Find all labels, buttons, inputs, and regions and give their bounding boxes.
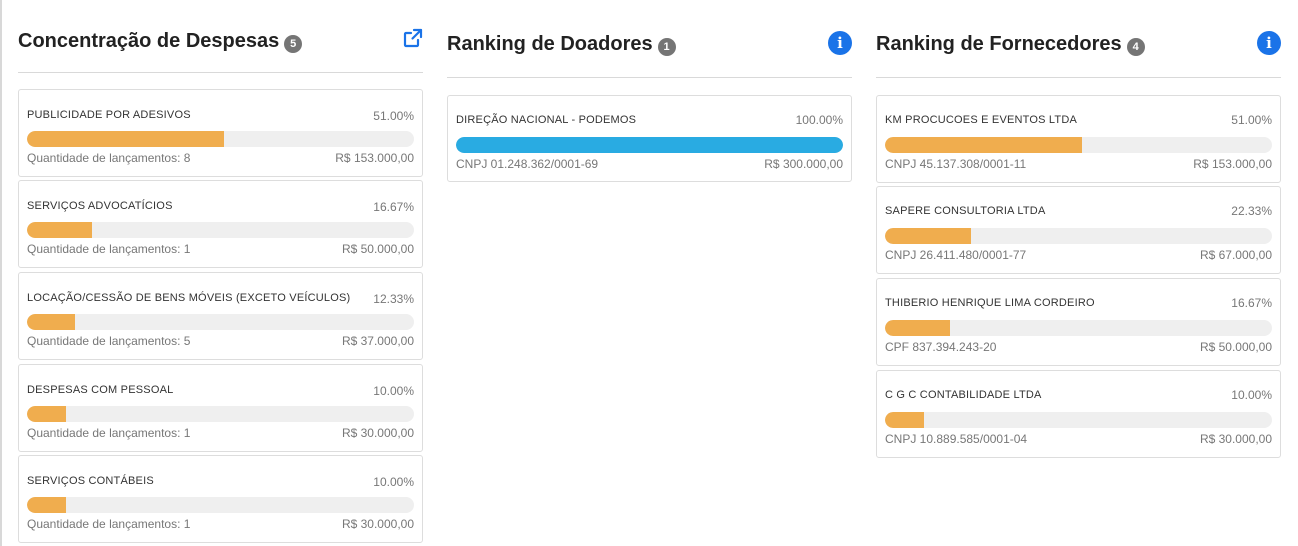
item-percent: 10.00% xyxy=(373,384,414,398)
fornecedores-title: Ranking de Fornecedores xyxy=(876,33,1122,55)
progress-bar-fill xyxy=(885,320,950,336)
doadores-title-wrap: Ranking de Doadores 1 xyxy=(447,33,676,56)
item-value: R$ 37.000,00 xyxy=(341,334,414,348)
item-percent: 12.33% xyxy=(373,292,414,306)
progress-bar-track xyxy=(27,131,414,147)
progress-bar-track xyxy=(27,497,414,513)
list-item[interactable]: DESPESAS COM PESSOAL 10.00% Quantidade de … xyxy=(18,364,423,452)
list-item[interactable]: SAPERE CONSULTORIA LTDA 22.33% CNPJ 26.411… xyxy=(876,186,1281,274)
progress-bar-fill xyxy=(456,137,843,153)
item-name: DESPESAS COM PESSOAL xyxy=(27,384,174,396)
doadores-title: Ranking de Doadores xyxy=(447,33,653,55)
list-item[interactable]: KM PROCUCOES E EVENTOS LTDA 51.00% CNPJ 45… xyxy=(876,95,1281,183)
progress-bar-fill xyxy=(27,222,92,238)
despesas-title-wrap: Concentração de Despesas 5 xyxy=(18,30,303,53)
item-name: SAPERE CONSULTORIA LTDA xyxy=(885,205,1046,217)
item-percent: 51.00% xyxy=(1231,113,1272,127)
item-percent: 10.00% xyxy=(1231,388,1272,402)
item-subtitle: Quantidade de lançamentos: 8 xyxy=(27,151,191,165)
progress-bar-track xyxy=(885,137,1272,153)
item-name: LOCAÇÃO/CESSÃO DE BENS MÓVEIS (EXCETO VE… xyxy=(27,292,351,304)
item-name: DIREÇÃO NACIONAL - PODEMOS xyxy=(456,114,637,126)
list-item[interactable]: C G C CONTABILIDADE LTDA 10.00% CNPJ 10.88… xyxy=(876,370,1281,458)
progress-bar-fill xyxy=(27,497,66,513)
item-percent: 16.67% xyxy=(1231,296,1272,310)
list-item[interactable]: SERVIÇOS ADVOCATÍCIOS 16.67% Quantidade de… xyxy=(18,180,423,268)
item-name: SERVIÇOS CONTÁBEIS xyxy=(27,475,154,487)
item-subtitle: Quantidade de lançamentos: 1 xyxy=(27,426,191,440)
list-item[interactable]: THIBERIO HENRIQUE LIMA CORDEIRO 16.67% CPF… xyxy=(876,278,1281,366)
list-item[interactable]: LOCAÇÃO/CESSÃO DE BENS MÓVEIS (EXCETO VE… xyxy=(18,272,423,360)
progress-bar-track xyxy=(456,137,843,153)
doadores-count-badge: 1 xyxy=(657,37,676,56)
progress-bar-fill xyxy=(885,412,924,428)
item-subtitle: CNPJ 10.889.585/0001-04 xyxy=(885,432,1028,446)
item-value: R$ 50.000,00 xyxy=(1199,340,1272,354)
progress-bar-fill xyxy=(885,228,972,244)
item-value: R$ 30.000,00 xyxy=(341,517,414,531)
item-value: R$ 50.000,00 xyxy=(341,242,414,256)
item-value: R$ 153.000,00 xyxy=(335,151,414,165)
item-percent: 16.67% xyxy=(373,200,414,214)
despesas-panel: Concentração de Despesas 5 PUBLICIDADE P… xyxy=(18,0,423,543)
progress-bar-fill xyxy=(27,131,225,147)
item-percent: 51.00% xyxy=(373,109,414,123)
external-link-icon[interactable] xyxy=(403,28,423,48)
item-name: KM PROCUCOES E EVENTOS LTDA xyxy=(885,114,1078,126)
item-percent: 10.00% xyxy=(373,475,414,489)
progress-bar-track xyxy=(27,222,414,238)
progress-bar-track xyxy=(885,320,1272,336)
item-subtitle: CNPJ 01.248.362/0001-69 xyxy=(456,157,599,171)
item-value: R$ 300.000,00 xyxy=(764,157,843,171)
item-subtitle: Quantidade de lançamentos: 1 xyxy=(27,242,191,256)
item-percent: 22.33% xyxy=(1231,204,1272,218)
progress-bar-fill xyxy=(885,137,1083,153)
fornecedores-panel: Ranking de Fornecedores 4 i KM PROCUCOES… xyxy=(876,0,1281,458)
despesas-header: Concentração de Despesas 5 xyxy=(18,0,423,73)
item-name: THIBERIO HENRIQUE LIMA CORDEIRO xyxy=(885,297,1095,309)
item-name: PUBLICIDADE POR ADESIVOS xyxy=(27,109,191,121)
progress-bar-track xyxy=(885,228,1272,244)
progress-bar-fill xyxy=(27,406,66,422)
doadores-header: Ranking de Doadores 1 i xyxy=(447,0,852,78)
item-subtitle: Quantidade de lançamentos: 1 xyxy=(27,517,191,531)
progress-bar-track xyxy=(27,314,414,330)
item-subtitle: CNPJ 26.411.480/0001-77 xyxy=(885,248,1027,262)
item-name: C G C CONTABILIDADE LTDA xyxy=(885,389,1042,401)
doadores-panel: Ranking de Doadores 1 i DIREÇÃO NACIONAL… xyxy=(447,0,852,182)
fornecedores-count-badge: 4 xyxy=(1126,37,1145,56)
item-subtitle: CNPJ 45.137.308/0001-11 xyxy=(885,157,1027,171)
item-percent: 100.00% xyxy=(795,113,843,127)
progress-bar-track xyxy=(27,406,414,422)
item-value: R$ 153.000,00 xyxy=(1193,157,1272,171)
fornecedores-title-wrap: Ranking de Fornecedores 4 xyxy=(876,33,1145,56)
progress-bar-track xyxy=(885,412,1272,428)
fornecedores-header: Ranking de Fornecedores 4 i xyxy=(876,0,1281,78)
info-icon[interactable]: i xyxy=(1257,31,1281,55)
list-item[interactable]: PUBLICIDADE POR ADESIVOS 51.00% Quantidade… xyxy=(18,89,423,177)
item-value: R$ 30.000,00 xyxy=(341,426,414,440)
despesas-count-badge: 5 xyxy=(284,34,303,53)
left-border xyxy=(0,0,2,546)
progress-bar-fill xyxy=(27,314,75,330)
info-icon[interactable]: i xyxy=(828,31,852,55)
list-item[interactable]: DIREÇÃO NACIONAL - PODEMOS 100.00% CNPJ 01… xyxy=(447,95,852,182)
item-name: SERVIÇOS ADVOCATÍCIOS xyxy=(27,200,173,212)
item-value: R$ 30.000,00 xyxy=(1199,432,1272,446)
item-value: R$ 67.000,00 xyxy=(1199,248,1272,262)
list-item[interactable]: SERVIÇOS CONTÁBEIS 10.00% Quantidade de la… xyxy=(18,455,423,543)
item-subtitle: CPF 837.394.243-20 xyxy=(885,340,997,354)
despesas-title: Concentração de Despesas xyxy=(18,30,280,52)
item-subtitle: Quantidade de lançamentos: 5 xyxy=(27,334,191,348)
